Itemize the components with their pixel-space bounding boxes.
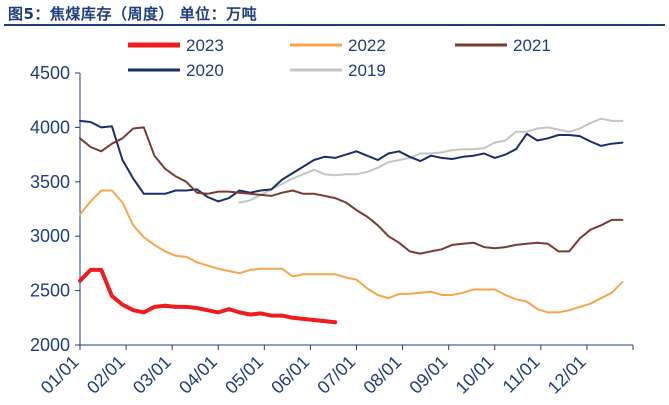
x-tick-label: 09/01 <box>406 352 452 398</box>
y-tick-label: 2500 <box>30 281 70 301</box>
legend-label-2021: 2021 <box>513 36 551 55</box>
chart-title: 图5：焦煤库存（周度） 单位：万吨 <box>8 5 258 23</box>
x-tick-label: 04/01 <box>175 352 221 398</box>
series-line-2019 <box>238 117 624 204</box>
x-tick-label: 01/01 <box>37 352 83 398</box>
legend-label-2019: 2019 <box>348 61 386 80</box>
x-tick-label: 11/01 <box>499 352 544 397</box>
legend-label-2020: 2020 <box>186 61 224 80</box>
series-line-2023 <box>78 267 338 325</box>
chart-legend: 2023 2022 2021 2020 2019 <box>128 36 551 80</box>
y-tick-label: 4500 <box>30 63 70 83</box>
x-tick-label: 10/01 <box>452 352 498 398</box>
series-line-2020 <box>79 119 624 203</box>
y-tick-label: 3500 <box>30 172 70 192</box>
x-tick-label: 12/01 <box>544 352 590 398</box>
x-tick-label: 08/01 <box>359 352 405 398</box>
series-line-2021 <box>79 126 624 255</box>
x-tick-label: 07/01 <box>313 352 359 398</box>
legend-label-2023: 2023 <box>186 36 224 55</box>
x-tick-label: 02/01 <box>83 352 129 398</box>
chart-series <box>78 117 624 325</box>
y-tick-label: 4000 <box>30 117 70 137</box>
y-tick-label: 3000 <box>30 226 70 246</box>
series-line-2022 <box>79 189 624 314</box>
legend-label-2022: 2022 <box>348 36 386 55</box>
title-divider <box>4 24 665 26</box>
x-tick-label: 05/01 <box>221 352 267 398</box>
y-tick-label: 2000 <box>30 335 70 355</box>
x-tick-label: 03/01 <box>129 352 175 398</box>
x-tick-label: 06/01 <box>267 352 313 398</box>
